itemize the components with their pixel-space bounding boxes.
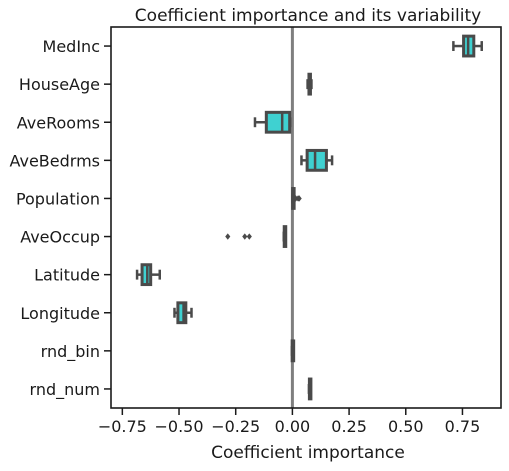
y-tick-label-latitude: Latitude <box>34 266 100 285</box>
y-tick-label-houseage: HouseAge <box>19 75 100 94</box>
box-longitude <box>176 301 188 325</box>
x-tick-label: 0.25 <box>331 417 367 436</box>
outlier-aveoccup <box>242 233 248 240</box>
x-tick-label: 0.50 <box>388 417 424 436</box>
x-tick-label: 0.00 <box>275 417 311 436</box>
box-avebedrms <box>305 148 328 172</box>
y-tick-label-avebedrms: AveBedrms <box>9 151 100 170</box>
y-tick-label-rnd-bin: rnd_bin <box>41 342 100 362</box>
plot-area: MedInc HouseAge AveRooms AveBedrms Populatio… <box>9 26 502 436</box>
x-tick-label: −0.50 <box>155 417 204 436</box>
box-averooms <box>264 110 292 134</box>
y-tick-label-medinc: MedInc <box>43 37 100 56</box>
x-tick-label: −0.25 <box>211 417 260 436</box>
y-tick-label-aveoccup: AveOccup <box>20 228 100 247</box>
x-tick-label: −0.75 <box>98 417 147 436</box>
chart-title: Coefficient importance and its variabili… <box>135 6 481 26</box>
y-tick-label-population: Population <box>16 189 100 208</box>
y-tick-label-longitude: Longitude <box>20 304 100 323</box>
outlier-population <box>296 195 302 202</box>
outlier-aveoccup <box>225 233 231 240</box>
outlier-aveoccup <box>246 233 252 240</box>
y-tick-label-averooms: AveRooms <box>17 113 100 132</box>
y-tick-label-rnd-num: rnd_num <box>30 380 100 400</box>
plot-frame <box>110 26 502 409</box>
x-axis-label: Coefficient importance <box>211 443 405 463</box>
x-tick-label: 0.75 <box>445 417 481 436</box>
